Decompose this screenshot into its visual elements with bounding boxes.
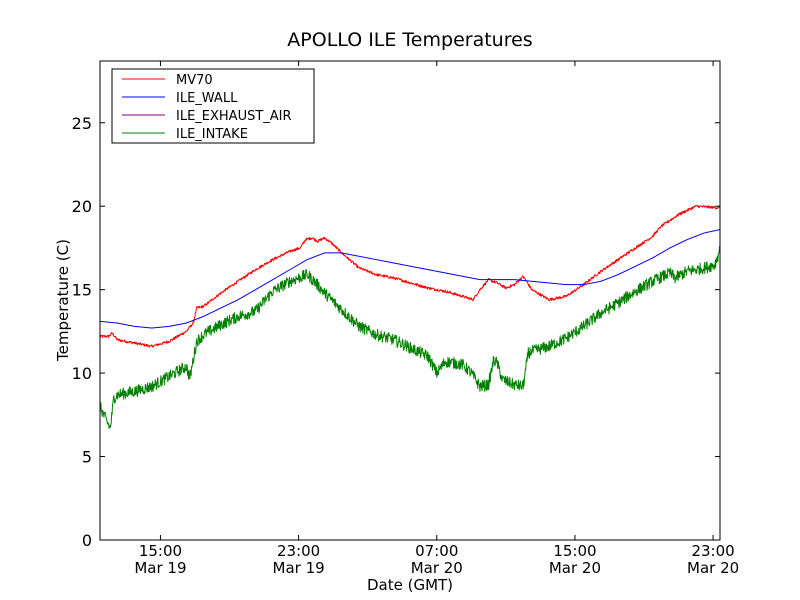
- x-tick-label: 15:00: [553, 542, 596, 560]
- x-tick-label: Mar 20: [549, 559, 601, 577]
- y-tick-label: 5: [82, 448, 92, 467]
- legend: MV70 ILE_WALL ILE_EXHAUST_AIR ILE_INTAKE: [111, 68, 315, 144]
- x-tick-label: 07:00: [415, 542, 458, 560]
- x-axis-label: Date (GMT): [367, 576, 453, 594]
- y-axis-label: Temperature (C): [54, 239, 72, 362]
- x-tick-label: Mar 20: [411, 559, 463, 577]
- y-tick-label: 25: [72, 114, 92, 133]
- series-line-ile-wall: [99, 229, 721, 329]
- legend-label: ILE_INTAKE: [176, 127, 248, 142]
- x-tick-label: 15:00: [139, 542, 182, 560]
- legend-label: ILE_EXHAUST_AIR: [176, 109, 292, 124]
- y-tick-label: 15: [72, 281, 92, 300]
- legend-box: [111, 68, 315, 144]
- x-tick-label: Mar 19: [273, 559, 325, 577]
- y-tick-label: 0: [82, 531, 92, 550]
- series-layer: [99, 204, 721, 429]
- chart-title: APOLLO ILE Temperatures: [287, 29, 532, 51]
- x-tick-label: Mar 20: [687, 559, 739, 577]
- x-tick-label: Mar 19: [134, 559, 186, 577]
- series-line-mv70: [99, 204, 721, 348]
- x-tick-label: 23:00: [691, 542, 734, 560]
- series-line-ile-intake: [99, 246, 721, 429]
- y-tick-label: 20: [72, 197, 92, 216]
- y-tick-label: 10: [72, 364, 92, 383]
- plot-frame: [99, 60, 721, 541]
- legend-label: ILE_WALL: [176, 91, 238, 106]
- x-tick-label: 23:00: [277, 542, 320, 560]
- legend-label: MV70: [176, 73, 213, 88]
